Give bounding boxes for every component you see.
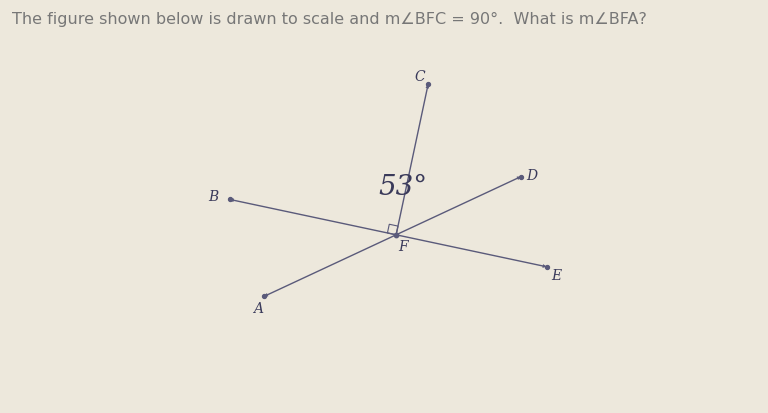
Point <box>223 197 236 203</box>
Point <box>422 82 434 88</box>
Text: The figure shown below is drawn to scale and m∠BFC = 90°.  What is m∠BFA?: The figure shown below is drawn to scale… <box>12 12 647 27</box>
Point <box>541 264 553 271</box>
Text: E: E <box>551 268 561 282</box>
Text: D: D <box>527 169 538 183</box>
Text: A: A <box>253 301 263 315</box>
Text: C: C <box>415 70 425 84</box>
Text: B: B <box>209 190 219 204</box>
Text: 53°: 53° <box>379 173 428 200</box>
Point <box>390 232 402 239</box>
Point <box>258 293 270 300</box>
Text: F: F <box>398 240 407 254</box>
Point <box>515 174 527 180</box>
